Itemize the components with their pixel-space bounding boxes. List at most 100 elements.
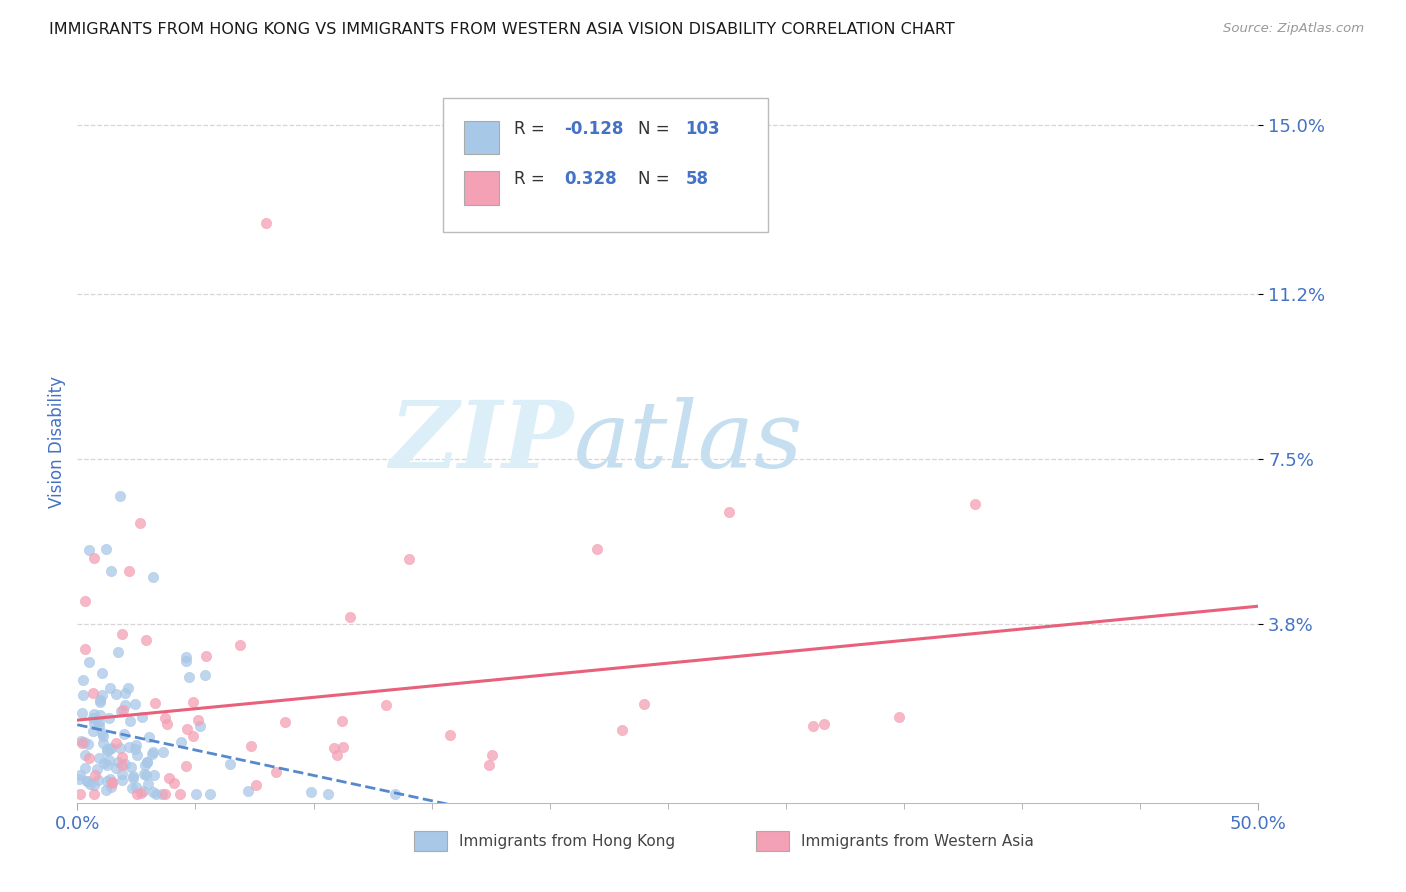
Point bbox=[152, 746, 174, 760]
Point bbox=[229, 639, 252, 653]
Point bbox=[98, 711, 121, 725]
Point bbox=[98, 772, 121, 786]
Point bbox=[107, 755, 129, 769]
Text: Source: ZipAtlas.com: Source: ZipAtlas.com bbox=[1223, 22, 1364, 36]
Point bbox=[73, 747, 96, 762]
Point bbox=[83, 778, 105, 792]
Point bbox=[91, 689, 114, 703]
Point bbox=[87, 714, 110, 729]
Point bbox=[83, 550, 105, 565]
Text: 0.328: 0.328 bbox=[564, 170, 617, 188]
Point bbox=[101, 775, 124, 789]
Point bbox=[91, 726, 114, 740]
Point bbox=[156, 717, 179, 731]
Point bbox=[398, 552, 420, 566]
Point bbox=[75, 642, 97, 657]
Point bbox=[134, 768, 156, 782]
Point bbox=[176, 722, 198, 736]
Point bbox=[586, 541, 609, 556]
Point bbox=[111, 757, 134, 772]
Point bbox=[89, 695, 111, 709]
Point bbox=[98, 753, 121, 767]
Point bbox=[100, 776, 122, 790]
Point bbox=[143, 696, 166, 710]
Point bbox=[186, 787, 208, 801]
Point bbox=[142, 570, 165, 584]
Point bbox=[718, 505, 741, 519]
Point bbox=[125, 748, 148, 763]
Point bbox=[70, 734, 93, 748]
Point bbox=[111, 773, 134, 788]
Point bbox=[236, 783, 259, 797]
Bar bbox=[464, 120, 499, 154]
Point bbox=[98, 741, 121, 756]
Point bbox=[150, 787, 173, 801]
Text: IMMIGRANTS FROM HONG KONG VS IMMIGRANTS FROM WESTERN ASIA VISION DISABILITY CORR: IMMIGRANTS FROM HONG KONG VS IMMIGRANTS … bbox=[49, 22, 955, 37]
Point bbox=[135, 756, 157, 770]
Point bbox=[125, 739, 148, 753]
Point bbox=[98, 681, 121, 695]
Point bbox=[114, 698, 136, 712]
Point bbox=[114, 686, 136, 700]
Point bbox=[131, 786, 153, 800]
Point bbox=[86, 762, 108, 776]
Point bbox=[77, 543, 100, 558]
Point bbox=[73, 594, 96, 608]
Point bbox=[339, 610, 361, 624]
Point bbox=[83, 787, 105, 801]
Point bbox=[73, 735, 96, 749]
Y-axis label: Vision Disability: Vision Disability bbox=[48, 376, 66, 508]
Point bbox=[145, 787, 167, 801]
Point bbox=[633, 698, 655, 712]
Point bbox=[174, 650, 197, 665]
Point bbox=[76, 737, 98, 751]
Point bbox=[181, 729, 204, 743]
Point bbox=[104, 736, 127, 750]
Point bbox=[67, 772, 90, 786]
Point bbox=[121, 780, 143, 795]
Point bbox=[131, 783, 153, 797]
Point bbox=[118, 564, 141, 578]
Point bbox=[89, 750, 111, 764]
FancyBboxPatch shape bbox=[443, 98, 768, 232]
Point bbox=[69, 787, 91, 801]
Point bbox=[77, 751, 100, 765]
Point bbox=[142, 785, 165, 799]
Point bbox=[87, 719, 110, 733]
Point bbox=[118, 739, 141, 754]
Point bbox=[120, 714, 142, 728]
Point bbox=[299, 785, 322, 799]
Point bbox=[124, 742, 146, 756]
Point bbox=[124, 780, 146, 794]
Point bbox=[138, 731, 160, 745]
Point bbox=[76, 774, 98, 789]
Point bbox=[169, 787, 191, 801]
Point bbox=[91, 729, 114, 743]
Point bbox=[188, 719, 211, 733]
Point bbox=[194, 649, 217, 664]
Text: N =: N = bbox=[638, 170, 675, 188]
Point bbox=[131, 710, 153, 724]
Point bbox=[174, 758, 197, 772]
Bar bbox=[464, 171, 499, 205]
Point bbox=[122, 771, 145, 785]
Point bbox=[83, 707, 105, 722]
Point bbox=[254, 216, 277, 230]
Point bbox=[124, 697, 146, 711]
Point bbox=[108, 489, 131, 503]
Bar bbox=[413, 831, 447, 851]
Point bbox=[72, 706, 94, 720]
Text: -0.128: -0.128 bbox=[564, 120, 623, 137]
Point bbox=[477, 758, 499, 772]
Point bbox=[240, 739, 263, 753]
Point bbox=[96, 783, 118, 797]
Point bbox=[100, 565, 122, 579]
Point bbox=[96, 742, 118, 756]
Point bbox=[194, 668, 217, 682]
Text: R =: R = bbox=[515, 120, 550, 137]
Point bbox=[245, 778, 267, 792]
Point bbox=[73, 761, 96, 775]
Point bbox=[105, 687, 128, 701]
Point bbox=[153, 711, 176, 725]
Point bbox=[170, 735, 193, 749]
